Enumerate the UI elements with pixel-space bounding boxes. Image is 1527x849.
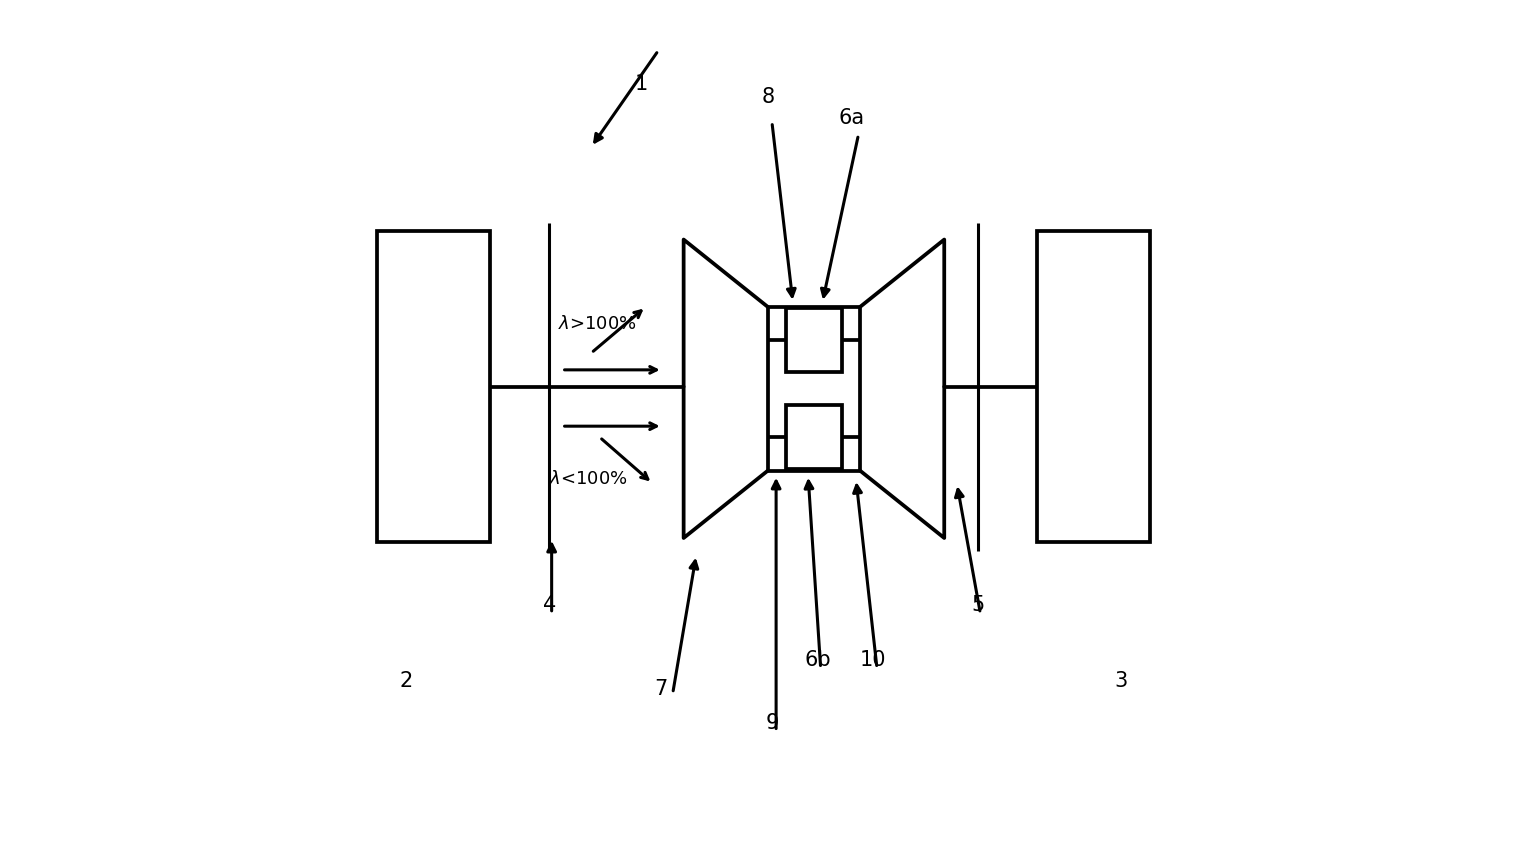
Text: 10: 10 <box>860 649 886 670</box>
Text: 3: 3 <box>1115 671 1127 691</box>
Text: $\lambda$>100%: $\lambda$>100% <box>557 315 637 333</box>
Text: 8: 8 <box>760 87 774 107</box>
Text: 2: 2 <box>400 671 412 691</box>
Text: 6a: 6a <box>838 108 864 127</box>
Bar <box>1037 231 1150 543</box>
Text: 1: 1 <box>635 74 649 94</box>
Text: 4: 4 <box>542 595 556 616</box>
Text: 5: 5 <box>971 595 985 616</box>
Bar <box>377 231 490 543</box>
Text: 6b: 6b <box>805 649 832 670</box>
Text: 7: 7 <box>654 679 667 700</box>
Text: $\lambda$<100%: $\lambda$<100% <box>550 470 628 488</box>
Text: 9: 9 <box>765 713 779 733</box>
Bar <box>786 308 841 373</box>
Bar <box>786 405 841 469</box>
